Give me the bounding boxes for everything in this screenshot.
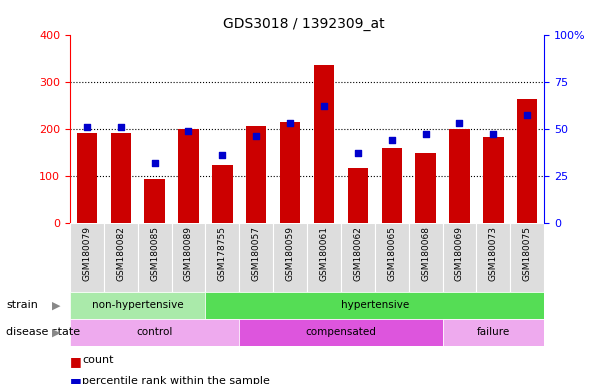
Point <box>522 113 532 119</box>
Text: non-hypertensive: non-hypertensive <box>92 300 184 310</box>
Point <box>82 124 92 130</box>
Text: GSM180075: GSM180075 <box>523 226 532 281</box>
Text: compensated: compensated <box>305 327 376 337</box>
Bar <box>137 223 171 292</box>
Bar <box>145 179 165 223</box>
Bar <box>443 319 544 346</box>
Point <box>150 159 159 166</box>
Bar <box>246 126 266 223</box>
Bar <box>280 122 300 223</box>
Text: percentile rank within the sample: percentile rank within the sample <box>82 376 270 384</box>
Text: GSM180061: GSM180061 <box>319 226 328 281</box>
Text: control: control <box>136 327 173 337</box>
Text: GSM180082: GSM180082 <box>116 226 125 281</box>
Point <box>319 103 329 109</box>
Text: GSM180062: GSM180062 <box>353 226 362 281</box>
Bar <box>171 223 206 292</box>
Text: GSM180057: GSM180057 <box>252 226 261 281</box>
Point <box>251 133 261 139</box>
Text: hypertensive: hypertensive <box>340 300 409 310</box>
Bar <box>517 99 537 223</box>
Text: GSM180079: GSM180079 <box>82 226 91 281</box>
Bar <box>70 319 240 346</box>
Text: disease state: disease state <box>6 327 80 337</box>
Bar <box>375 223 409 292</box>
Text: GSM180073: GSM180073 <box>489 226 498 281</box>
Bar <box>409 223 443 292</box>
Text: ■: ■ <box>70 376 81 384</box>
Bar <box>104 223 137 292</box>
Bar <box>382 148 402 223</box>
Bar <box>111 133 131 223</box>
Point <box>218 152 227 158</box>
Bar <box>206 223 240 292</box>
Text: GSM180089: GSM180089 <box>184 226 193 281</box>
Text: ▶: ▶ <box>52 300 60 310</box>
Point <box>353 150 363 156</box>
Bar <box>348 168 368 223</box>
Bar <box>240 223 273 292</box>
Point <box>488 131 498 137</box>
Text: GSM180065: GSM180065 <box>387 226 396 281</box>
Bar <box>415 153 436 223</box>
Point <box>455 120 465 126</box>
Text: GSM180085: GSM180085 <box>150 226 159 281</box>
Point <box>184 127 193 134</box>
Bar <box>206 292 544 319</box>
Text: count: count <box>82 355 114 365</box>
Bar <box>483 137 503 223</box>
Bar <box>477 223 510 292</box>
Point <box>116 124 126 130</box>
Text: GSM180069: GSM180069 <box>455 226 464 281</box>
Bar <box>70 292 206 319</box>
Bar <box>341 223 375 292</box>
Bar <box>314 65 334 223</box>
Bar <box>178 129 199 223</box>
Point <box>387 137 396 143</box>
Bar <box>77 133 97 223</box>
Bar <box>307 223 341 292</box>
Text: GSM178755: GSM178755 <box>218 226 227 281</box>
Text: GSM180068: GSM180068 <box>421 226 430 281</box>
Text: GSM180059: GSM180059 <box>286 226 295 281</box>
Bar <box>70 223 104 292</box>
Text: ▶: ▶ <box>52 327 60 337</box>
Bar <box>443 223 477 292</box>
Text: ■: ■ <box>70 355 81 368</box>
Bar <box>449 129 469 223</box>
Bar <box>273 223 307 292</box>
Text: failure: failure <box>477 327 510 337</box>
Point <box>285 120 295 126</box>
Bar <box>240 319 443 346</box>
Point <box>421 131 430 137</box>
Text: strain: strain <box>6 300 38 310</box>
Text: GDS3018 / 1392309_at: GDS3018 / 1392309_at <box>223 17 385 31</box>
Bar <box>212 166 232 223</box>
Bar <box>510 223 544 292</box>
